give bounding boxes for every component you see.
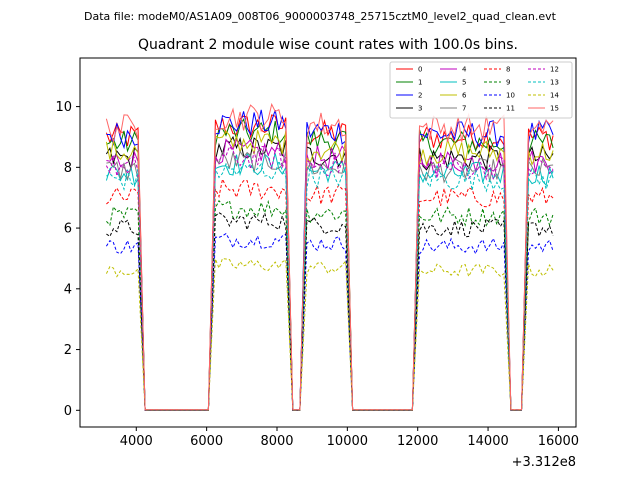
series-line-15 <box>105 102 554 411</box>
legend-label: 2 <box>418 92 422 100</box>
x-axis-offset-label: +3.312e8 <box>512 455 576 470</box>
series-line-13 <box>106 159 554 411</box>
x-axis: 4000 6000 8000 10000 12000 14000 16000 <box>120 427 579 449</box>
legend-label: 5 <box>462 79 466 87</box>
legend-label: 8 <box>506 66 510 74</box>
series-line-1 <box>106 118 554 411</box>
x-tick-label: 14000 <box>467 434 508 449</box>
legend-label: 11 <box>506 105 515 113</box>
legend-label: 15 <box>550 105 559 113</box>
y-tick-label: 8 <box>64 161 72 176</box>
legend-label: 3 <box>418 105 422 113</box>
legend-label: 1 <box>418 79 422 87</box>
legend-label: 13 <box>550 79 559 87</box>
y-tick-label: 10 <box>55 100 72 115</box>
series-line-10 <box>105 232 554 411</box>
x-tick-label: 16000 <box>538 434 579 449</box>
x-tick-label: 12000 <box>397 434 438 449</box>
chart-suptitle: Data file: modeM0/AS1A09_008T06_90000037… <box>84 10 557 23</box>
x-tick-label: 6000 <box>190 434 223 449</box>
x-tick-label: 4000 <box>120 434 153 449</box>
legend-label: 9 <box>506 79 510 87</box>
series-line-12 <box>105 145 554 411</box>
plot-lines <box>105 102 554 411</box>
legend-label: 0 <box>418 66 422 74</box>
plot-frame <box>79 57 577 428</box>
legend-label: 7 <box>462 105 466 113</box>
series-line-7 <box>106 148 554 411</box>
y-tick-label: 4 <box>64 282 72 297</box>
y-tick-label: 6 <box>64 222 72 237</box>
y-tick-label: 0 <box>64 404 72 419</box>
y-axis: 0 2 4 6 8 10 <box>55 100 80 419</box>
legend-label: 6 <box>462 92 467 100</box>
series-line-8 <box>106 177 554 411</box>
series-line-9 <box>106 199 554 411</box>
x-tick-label: 8000 <box>260 434 293 449</box>
legend-label: 10 <box>506 92 515 100</box>
legend-label: 14 <box>550 92 559 100</box>
chart-title: Quadrant 2 module wise count rates with … <box>138 37 518 53</box>
x-tick-label: 10000 <box>327 434 368 449</box>
series-line-11 <box>106 211 554 411</box>
legend-label: 12 <box>550 66 559 74</box>
series-line-2 <box>106 109 554 411</box>
legend-label: 4 <box>462 66 467 74</box>
series-line-4 <box>106 138 554 411</box>
legend-box <box>389 61 573 119</box>
series-line-14 <box>105 258 554 411</box>
y-tick-label: 2 <box>64 343 72 358</box>
